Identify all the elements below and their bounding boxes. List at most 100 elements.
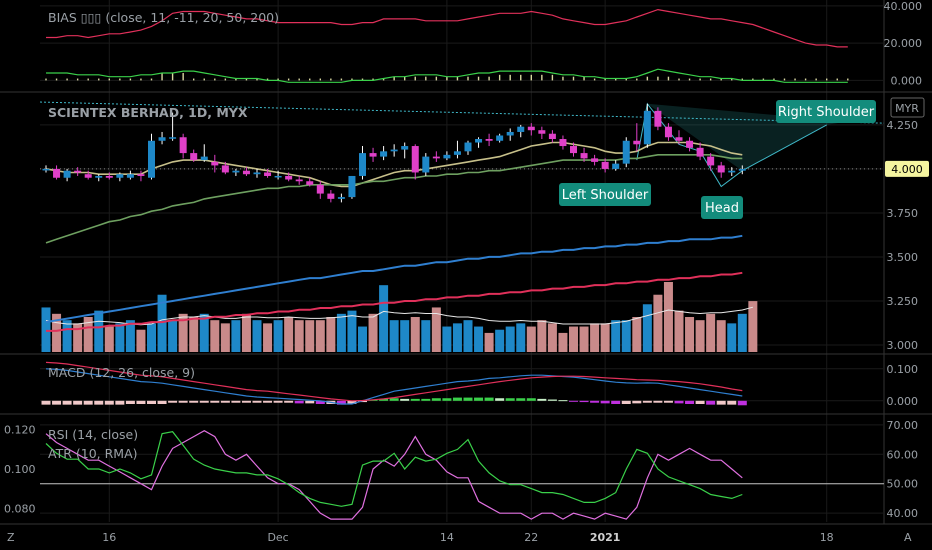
candle-body-32 bbox=[380, 151, 388, 157]
volume-bar-41 bbox=[474, 326, 484, 352]
candle-body-47 bbox=[538, 130, 546, 134]
macd-hist-bar-25 bbox=[305, 400, 315, 404]
candle-body-28 bbox=[337, 197, 345, 199]
volume-bar-58 bbox=[653, 294, 663, 352]
rsi-title[interactable]: RSI (14, close) bbox=[48, 427, 138, 442]
volume-bar-0 bbox=[41, 307, 51, 352]
candle-body-49 bbox=[559, 139, 567, 147]
rsi-tick-3: 40.00 bbox=[887, 507, 919, 520]
macd-title[interactable]: MACD (12, 26, close, 9) bbox=[48, 365, 195, 380]
volume-bar-23 bbox=[284, 317, 294, 352]
volume-bar-6 bbox=[104, 326, 114, 352]
candle-body-59 bbox=[664, 126, 672, 138]
candle-body-14 bbox=[190, 153, 198, 161]
neckline-dotted bbox=[39, 101, 885, 124]
candle-body-26 bbox=[316, 184, 324, 194]
volume-bar-29 bbox=[347, 310, 357, 352]
volume-bar-4 bbox=[83, 317, 93, 352]
volume-bar-49 bbox=[558, 332, 568, 352]
price-pane[interactable]: SCIENTEX BERHAD, 1D, MYX 4.250 4.000 3.750… bbox=[39, 97, 929, 352]
macd-hist-bar-36 bbox=[421, 398, 431, 401]
candle-body-5 bbox=[95, 175, 103, 178]
macd-hist-bar-45 bbox=[516, 398, 526, 401]
pattern-annotations[interactable]: Left Shoulder Head Right Shoulder bbox=[559, 100, 876, 219]
volume-bar-57 bbox=[642, 304, 652, 352]
price-title[interactable]: SCIENTEX BERHAD, 1D, MYX bbox=[48, 105, 248, 120]
auto-scale-button[interactable]: A bbox=[904, 531, 912, 544]
volume-bar-10 bbox=[147, 323, 156, 352]
candle-body-23 bbox=[285, 175, 293, 180]
macd-hist-bar-40 bbox=[463, 397, 473, 401]
macd-hist-bar-14 bbox=[189, 400, 199, 403]
candle-body-6 bbox=[105, 175, 113, 178]
bias-green-line bbox=[46, 68, 848, 83]
right-shoulder-label[interactable]: Right Shoulder bbox=[776, 100, 876, 123]
macd-hist-bar-51 bbox=[579, 400, 589, 403]
macd-hist-bar-37 bbox=[431, 398, 441, 401]
macd-hist-bar-15 bbox=[199, 400, 209, 403]
volume-bar-19 bbox=[241, 313, 251, 352]
volume-bar-14 bbox=[189, 317, 199, 352]
volume-bar-44 bbox=[505, 326, 515, 352]
candle-body-3 bbox=[74, 170, 82, 173]
macd-pane[interactable]: MACD (12, 26, close, 9) 0.100 0.000 bbox=[41, 361, 919, 408]
bias-pane[interactable]: BIAS ▯▯▯ (close, 11, -11, 20, 50, 200) 4… bbox=[45, 0, 922, 87]
volume-bar-42 bbox=[484, 332, 494, 352]
candle-body-41 bbox=[475, 139, 483, 143]
macd-hist-bar-53 bbox=[600, 400, 610, 404]
bias-title[interactable]: BIAS ▯▯▯ (close, 11, -11, 20, 50, 200) bbox=[48, 10, 279, 25]
candle-body-17 bbox=[221, 165, 229, 173]
volume-bar-67 bbox=[748, 301, 758, 352]
macd-tick-1: 0.000 bbox=[887, 395, 919, 408]
macd-hist-bar-44 bbox=[505, 398, 515, 401]
macd-hist-bar-34 bbox=[400, 398, 410, 401]
macd-hist-bar-56 bbox=[632, 400, 642, 404]
macd-hist-bar-60 bbox=[674, 400, 684, 404]
head-label[interactable]: Head bbox=[701, 196, 743, 219]
head-badge bbox=[701, 196, 743, 219]
volume-bar-17 bbox=[220, 323, 230, 352]
macd-hist-bar-3 bbox=[73, 400, 83, 405]
macd-hist-bar-17 bbox=[220, 400, 230, 403]
left-shoulder-label[interactable]: Left Shoulder bbox=[559, 183, 651, 206]
candle-body-27 bbox=[327, 193, 335, 199]
candle-body-43 bbox=[496, 135, 504, 141]
volume-bar-32 bbox=[379, 285, 389, 352]
candle-body-19 bbox=[242, 170, 250, 175]
right-shoulder-text: Right Shoulder bbox=[778, 105, 875, 120]
candle-body-18 bbox=[232, 170, 240, 173]
macd-hist-bar-30 bbox=[358, 400, 367, 403]
volume-bar-65 bbox=[727, 323, 737, 352]
macd-hist-bar-1 bbox=[52, 400, 62, 405]
candle-body-10 bbox=[148, 140, 155, 178]
currency-unit-box[interactable]: MYR bbox=[890, 97, 925, 118]
macd-hist-bar-50 bbox=[569, 400, 578, 402]
rsi-atr-pane[interactable]: RSI (14, close) ATR (10, RMA) 0.120 0.100… bbox=[4, 419, 918, 520]
candle-body-4 bbox=[84, 174, 92, 178]
right-shoulder-badge bbox=[776, 100, 876, 123]
time-axis[interactable]: 16Dec1422202118Feb15 bbox=[102, 531, 932, 544]
macd-hist-bar-61 bbox=[685, 400, 695, 404]
volume-bar-33 bbox=[389, 320, 399, 352]
volume-bar-56 bbox=[632, 317, 642, 352]
candlesticks[interactable] bbox=[42, 103, 746, 203]
volume-bar-12 bbox=[168, 320, 178, 352]
volume-bar-64 bbox=[716, 320, 726, 352]
candle-body-58 bbox=[654, 110, 662, 127]
currency-unit: MYR bbox=[895, 102, 919, 115]
rsi-tick-0: 70.00 bbox=[887, 419, 919, 432]
volume-bar-9 bbox=[136, 329, 146, 352]
candle-body-39 bbox=[453, 151, 461, 155]
timezone-button[interactable]: Z bbox=[7, 531, 15, 544]
time-tick-0: 16 bbox=[102, 531, 116, 544]
candle-body-15 bbox=[200, 156, 208, 161]
macd-y-axis: 0.100 0.000 bbox=[887, 363, 919, 408]
macd-hist-bar-10 bbox=[147, 400, 156, 404]
candle-body-60 bbox=[675, 137, 683, 141]
candle-body-54 bbox=[612, 163, 620, 169]
candle-body-65 bbox=[728, 170, 736, 173]
atr-title[interactable]: ATR (10, RMA) bbox=[48, 446, 138, 461]
volume-bar-61 bbox=[685, 317, 695, 352]
price-tick-0: 4.250 bbox=[887, 119, 919, 132]
